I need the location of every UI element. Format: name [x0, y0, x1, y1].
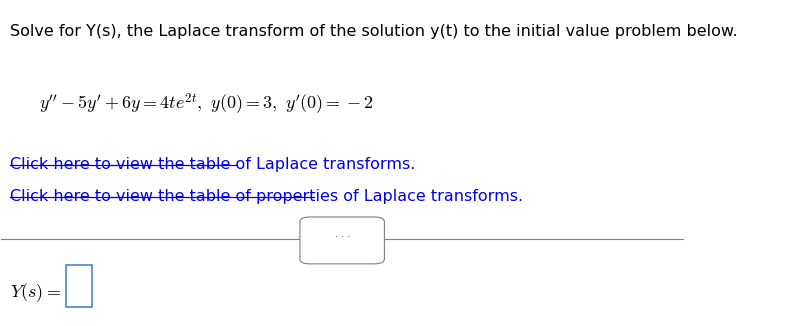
FancyBboxPatch shape: [300, 217, 385, 264]
Text: · · ·: · · ·: [334, 232, 350, 242]
Text: Solve for Y(s), the Laplace transform of the solution y(t) to the initial value : Solve for Y(s), the Laplace transform of…: [10, 24, 738, 39]
Text: $y'' - 5y' + 6y = 4te^{2t},\ y(0) = 3,\ y'(0) = -2$: $y'' - 5y' + 6y = 4te^{2t},\ y(0) = 3,\ …: [39, 92, 374, 117]
Text: Click here to view the table of properties of Laplace transforms.: Click here to view the table of properti…: [10, 189, 523, 204]
Text: $Y(s) =$: $Y(s) =$: [10, 281, 62, 304]
FancyBboxPatch shape: [66, 265, 92, 307]
Text: Click here to view the table of Laplace transforms.: Click here to view the table of Laplace …: [10, 156, 416, 171]
